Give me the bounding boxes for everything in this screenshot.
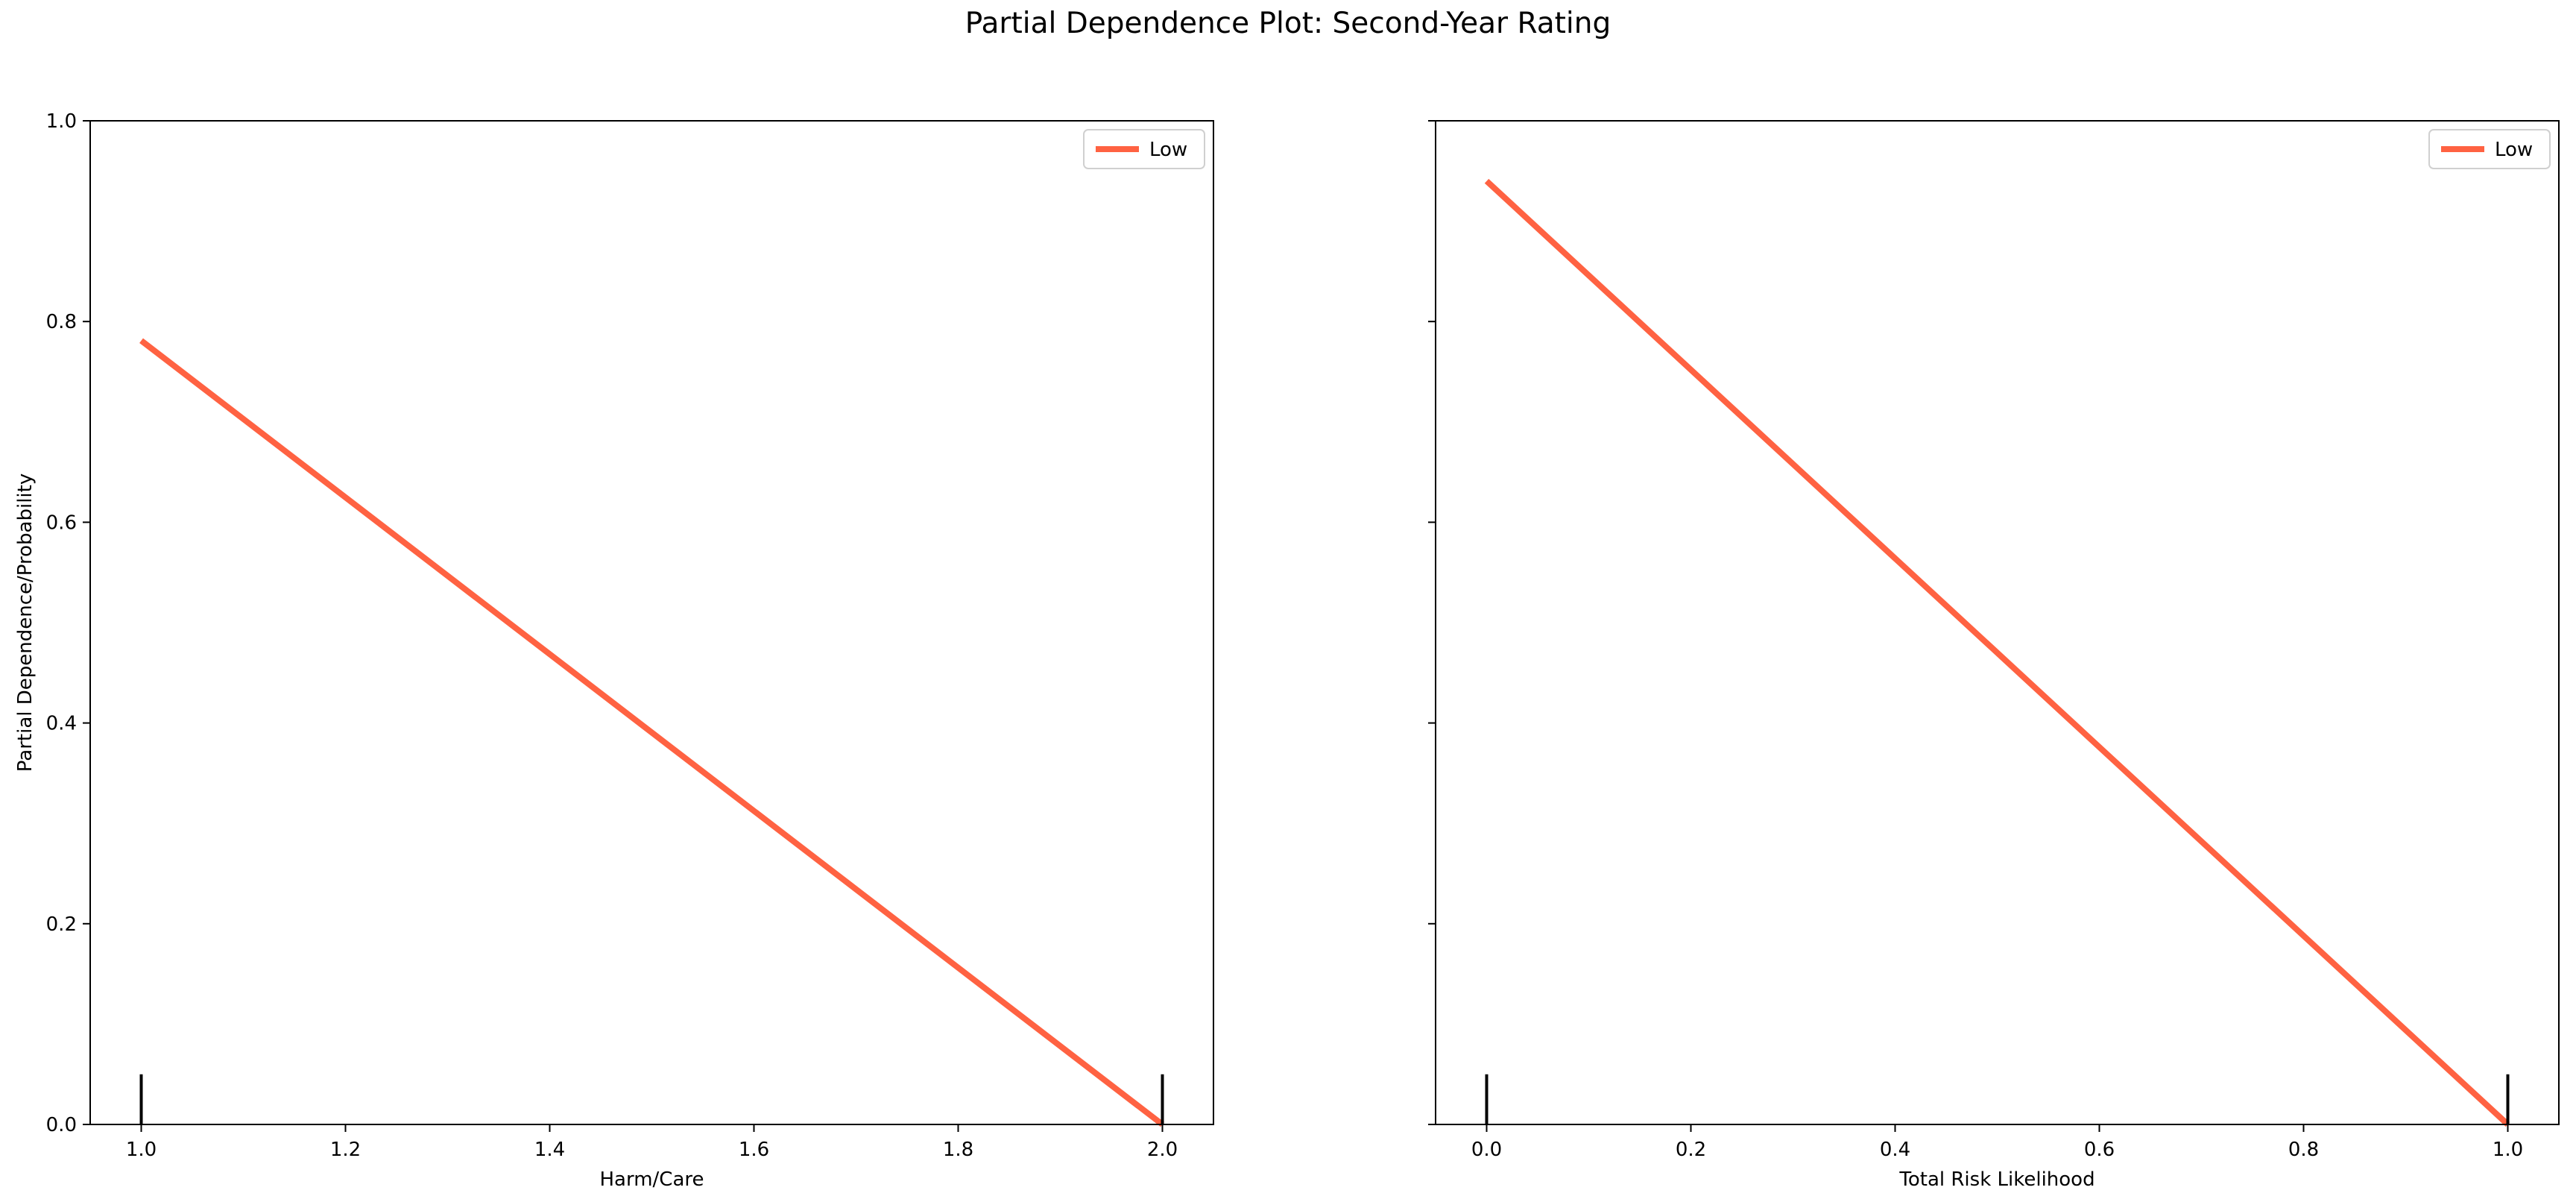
chart-1-x-tick-label-6: 2.0 [1147,1139,1178,1161]
chart-1-x-tick-label-5: 1.8 [943,1139,973,1161]
chart-1-legend-label-1: Low [1149,139,1187,161]
chart-1-x-tick-label-3: 1.4 [534,1139,565,1161]
chart-1-y-tick-label-4: 0.6 [46,512,77,534]
chart-2-x-tick-label-6: 1.0 [2493,1139,2523,1161]
chart-2-axes-frame [1435,120,2560,1125]
chart-1-x-tick-label-4: 1.6 [739,1139,769,1161]
chart-1-x-tick-label-2: 1.2 [330,1139,361,1161]
chart-2-x-tick-label-5: 0.8 [2288,1139,2319,1161]
panels: 1.0 1.2 1.4 1.6 1.8 2.0 0.0 0.2 0.4 0.6 0.8 1.0 Harm… [14,110,2560,1191]
chart-1-y-tick-label-2: 0.2 [46,913,77,936]
chart-1-y-tick-label-3: 0.4 [46,713,77,735]
chart-1-y-axis-label: Partial Dependence/Probability [14,473,37,772]
figure-title: Partial Dependence Plot: Second-Year Rat… [965,7,1611,40]
chart-2-legend-label-1: Low [2495,139,2533,161]
chart-1-x-axis-label: Harm/Care [599,1168,704,1191]
chart-1-y-tick-label-1: 0.0 [46,1114,77,1136]
chart-1-y-tick-label-6: 1.0 [46,110,77,133]
chart-2-x-tick-label-3: 0.4 [1880,1139,1910,1161]
chart-2-series-line-1 [1484,178,2510,1127]
chart-2-x-tick-label-1: 0.0 [1471,1139,1502,1161]
chart-1-series-line-1 [139,338,1164,1127]
chart-2-legend-box [2428,129,2551,169]
chart-1-x-tick-label-1: 1.0 [126,1139,157,1161]
chart-1-y-tick-label-5: 0.8 [46,311,77,333]
chart-1-legend-box [1083,129,1205,169]
chart-2-x-tick-label-2: 0.2 [1676,1139,1706,1161]
chart-1-panel: 1.0 1.2 1.4 1.6 1.8 2.0 0.0 0.2 0.4 0.6 0.8 1.0 Harm… [14,110,1214,1191]
chart-1-legend: Low [1083,129,1205,169]
chart-2-panel: 0.0 0.2 0.4 0.6 0.8 1.0 Total Risk Likelihood L… [1428,120,2560,1191]
chart-2-x-axis-label: Total Risk Likelihood [1898,1168,2094,1191]
chart-2-x-tick-label-4: 0.6 [2084,1139,2115,1161]
chart-2-legend: Low [2428,129,2551,169]
chart-1-axes-frame [89,120,1214,1125]
